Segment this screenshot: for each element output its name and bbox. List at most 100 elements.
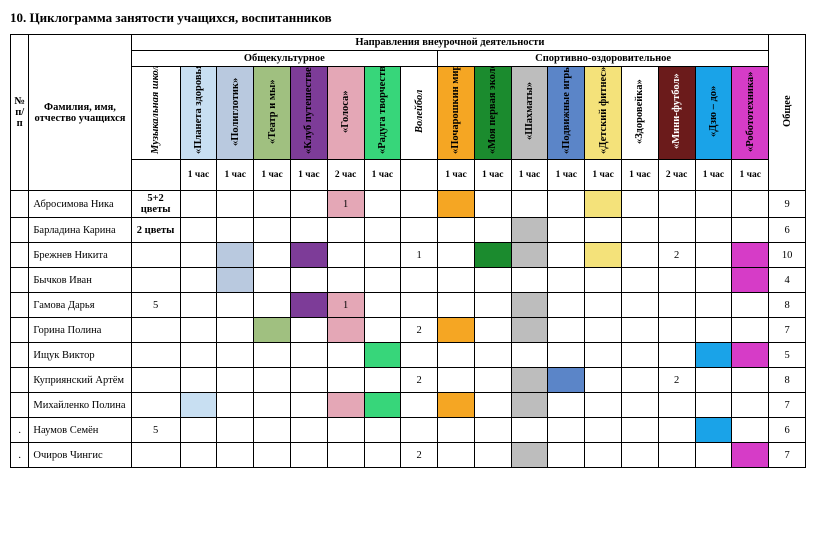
cell-planet (180, 393, 217, 418)
col-total: Общее (769, 35, 806, 191)
cell-total: 10 (769, 243, 806, 268)
cell-teatr (254, 418, 291, 443)
cell-name: Очиров Чингис (29, 443, 131, 468)
cell-zdor (621, 343, 658, 368)
cell-shah (511, 393, 548, 418)
cell-poly (217, 268, 254, 293)
cell-podv (548, 393, 585, 418)
cell-poly (217, 343, 254, 368)
cell-shah (511, 368, 548, 393)
cell-mini (658, 343, 695, 368)
cell-raduga (364, 368, 401, 393)
cell-zdor (621, 368, 658, 393)
cell-golosa: 1 (327, 293, 364, 318)
cell-name: Наумов Семён (29, 418, 131, 443)
hours-golosa: 2 час (327, 160, 364, 191)
cell-num: . (11, 443, 29, 468)
cell-dzyu (695, 191, 732, 218)
group-general: Общекультурное (131, 51, 438, 67)
cell-mini (658, 443, 695, 468)
cell-dzyu (695, 443, 732, 468)
cell-total: 6 (769, 218, 806, 243)
cell-planet (180, 443, 217, 468)
cell-pochar (438, 343, 475, 368)
hours-dzyu: 1 час (695, 160, 732, 191)
cell-poly (217, 418, 254, 443)
cell-planet (180, 218, 217, 243)
cell-pochar (438, 318, 475, 343)
cell-teatr (254, 243, 291, 268)
cell-klub (290, 443, 327, 468)
cell-raduga (364, 243, 401, 268)
cell-mini (658, 191, 695, 218)
cell-klub (290, 268, 327, 293)
cell-golosa (327, 393, 364, 418)
activity-voley: Волейбол (401, 67, 438, 160)
cell-fit (585, 293, 622, 318)
cell-voley (401, 218, 438, 243)
cell-moya (474, 191, 511, 218)
cell-poly (217, 368, 254, 393)
cell-total: 6 (769, 418, 806, 443)
cell-klub (290, 191, 327, 218)
cell-raduga (364, 393, 401, 418)
cell-teatr (254, 343, 291, 368)
cell-num (11, 191, 29, 218)
group-sport: Спортивно-оздоровительное (438, 51, 769, 67)
activity-podv: «Подвижные игры» (548, 67, 585, 160)
activity-dzyu: «Дзю – до» (695, 67, 732, 160)
cell-planet (180, 191, 217, 218)
cell-golosa (327, 443, 364, 468)
cell-voley (401, 418, 438, 443)
cell-planet (180, 368, 217, 393)
cell-teatr (254, 218, 291, 243)
activity-pochar: «Почарошкин мир» (438, 67, 475, 160)
col-directions: Направления внеурочной деятельности (131, 35, 769, 51)
cell-shah (511, 191, 548, 218)
cell-poly (217, 443, 254, 468)
cell-fit (585, 393, 622, 418)
cell-fit (585, 191, 622, 218)
cell-mini (658, 393, 695, 418)
hours-voley (401, 160, 438, 191)
cell-fit (585, 243, 622, 268)
cell-teatr (254, 393, 291, 418)
cell-golosa (327, 218, 364, 243)
cell-zdor (621, 418, 658, 443)
activity-mini: «Мини-футбол» (658, 67, 695, 160)
cell-pochar (438, 368, 475, 393)
cell-podv (548, 191, 585, 218)
cell-moya (474, 293, 511, 318)
cell-klub (290, 393, 327, 418)
cell-planet (180, 293, 217, 318)
cell-music: 5 (131, 293, 180, 318)
table-row: Барладина Карина2 цветы6 (11, 218, 806, 243)
cell-robo (732, 293, 769, 318)
cell-podv (548, 268, 585, 293)
cell-dzyu (695, 343, 732, 368)
hours-music (131, 160, 180, 191)
cell-fit (585, 268, 622, 293)
cell-dzyu (695, 268, 732, 293)
cell-shah (511, 418, 548, 443)
cell-shah (511, 243, 548, 268)
cell-voley: 2 (401, 443, 438, 468)
cell-num (11, 243, 29, 268)
cell-name: Бычков Иван (29, 268, 131, 293)
activity-fit: «Детский фитнес» (585, 67, 622, 160)
cell-moya (474, 368, 511, 393)
cell-shah (511, 343, 548, 368)
cell-zdor (621, 218, 658, 243)
cell-music (131, 318, 180, 343)
hours-mini: 2 час (658, 160, 695, 191)
cell-podv (548, 293, 585, 318)
cell-voley (401, 343, 438, 368)
cell-num (11, 318, 29, 343)
cell-num (11, 268, 29, 293)
hours-shah: 1 час (511, 160, 548, 191)
cell-robo (732, 191, 769, 218)
cell-mini (658, 293, 695, 318)
cell-voley (401, 293, 438, 318)
activity-teatr: «Театр и мы» (254, 67, 291, 160)
cell-teatr (254, 191, 291, 218)
